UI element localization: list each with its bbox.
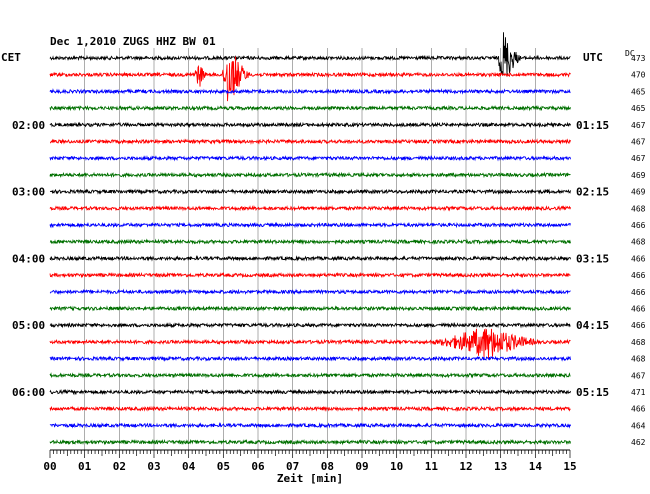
x-tick-label: 01 (78, 460, 92, 473)
x-tick-label: 02 (113, 460, 126, 473)
trace-22 (49, 422, 571, 429)
trace-16 (49, 321, 571, 329)
dc-offset-label: 462 (631, 438, 646, 447)
trace-0 (49, 32, 571, 77)
dc-offset-label: 468 (631, 338, 646, 347)
trace-11 (49, 238, 571, 246)
trace-1 (49, 56, 571, 102)
chart-title: Dec 1,2010 ZUGS HHZ BW 01 (50, 35, 216, 48)
x-tick-label: 00 (43, 460, 56, 473)
dc-offset-label: 466 (631, 288, 646, 297)
right-hour-label: 05:15 (576, 386, 609, 399)
dc-offset-label: 467 (631, 154, 646, 163)
trace-6 (49, 154, 571, 162)
trace-3 (49, 104, 571, 112)
trace-2 (49, 88, 571, 95)
x-tick-label: 06 (251, 460, 265, 473)
minute-gridlines (84, 48, 536, 450)
left-hour-label: 06:00 (12, 386, 45, 399)
x-tick-label: 08 (321, 460, 334, 473)
time-axis: 00 01 02 03 04 05 06 07 08 09 10 11 12 13 14 15 (43, 449, 577, 473)
trace-18 (49, 355, 571, 362)
dc-offset-label: 469 (631, 171, 646, 180)
dc-offset-label: 465 (631, 104, 646, 113)
trace-9 (49, 204, 571, 212)
trace-15 (49, 305, 571, 312)
dc-offset-label: 466 (631, 221, 646, 230)
seismic-traces (49, 32, 571, 446)
trace-10 (49, 221, 571, 229)
right-hour-label: 02:15 (576, 186, 609, 199)
dc-offset-label: 466 (631, 305, 646, 314)
trace-14 (49, 288, 571, 296)
x-tick-label: 14 (529, 460, 543, 473)
left-hour-label: 02:00 (12, 119, 45, 132)
x-axis-title: Zeit [min] (277, 472, 343, 485)
x-tick-label: 13 (494, 460, 507, 473)
left-timezone-label: CET (1, 51, 21, 64)
x-tick-label: 11 (425, 460, 439, 473)
dc-offset-label: 470 (631, 71, 646, 80)
x-tick-label: 10 (390, 460, 403, 473)
trace-4 (49, 121, 571, 129)
dc-offset-label: 466 (631, 254, 646, 263)
dc-offset-label: 465 (631, 87, 646, 96)
dc-offset-label: 466 (631, 405, 646, 414)
trace-23 (49, 438, 571, 446)
left-hour-label: 04:00 (12, 252, 45, 265)
right-timezone-label: UTC (583, 51, 603, 64)
trace-21 (49, 405, 571, 413)
right-hour-label: 03:15 (576, 252, 609, 265)
trace-19 (49, 371, 571, 379)
x-tick-label: 07 (286, 460, 299, 473)
x-tick-label: 03 (147, 460, 160, 473)
dc-offset-label: 464 (631, 421, 646, 430)
dc-offset-label: 471 (631, 388, 646, 397)
trace-13 (49, 271, 571, 279)
x-tick-label: 12 (459, 460, 472, 473)
trace-8 (49, 188, 571, 195)
dc-offset-label: 468 (631, 355, 646, 364)
left-hour-label: 03:00 (12, 186, 45, 199)
right-hour-label: 04:15 (576, 319, 609, 332)
dc-offset-label: 466 (631, 271, 646, 280)
dc-offset-label: 467 (631, 371, 646, 380)
x-tick-label: 15 (563, 460, 576, 473)
x-tick-label: 09 (355, 460, 368, 473)
dc-offset-label: 473 (631, 54, 646, 63)
dc-offset-label: 468 (631, 204, 646, 213)
dc-offset-label: 466 (631, 321, 646, 330)
dc-offset-label: 467 (631, 121, 646, 130)
dc-offset-label: 468 (631, 238, 646, 247)
dc-header: DC (625, 49, 635, 58)
x-tick-label: 05 (217, 460, 230, 473)
trace-20 (49, 388, 571, 396)
left-hour-label: 05:00 (12, 319, 45, 332)
x-tick-label: 04 (182, 460, 196, 473)
trace-17 (49, 328, 571, 359)
dc-offset-label: 469 (631, 188, 646, 197)
dc-offset-label: 467 (631, 138, 646, 147)
trace-7 (49, 171, 571, 179)
trace-12 (49, 255, 571, 262)
trace-labels: 02:00 03:00 04:00 05:00 06:00 01:15 02:15 03:15… (12, 54, 646, 447)
trace-5 (50, 138, 571, 145)
right-hour-label: 01:15 (576, 119, 609, 132)
